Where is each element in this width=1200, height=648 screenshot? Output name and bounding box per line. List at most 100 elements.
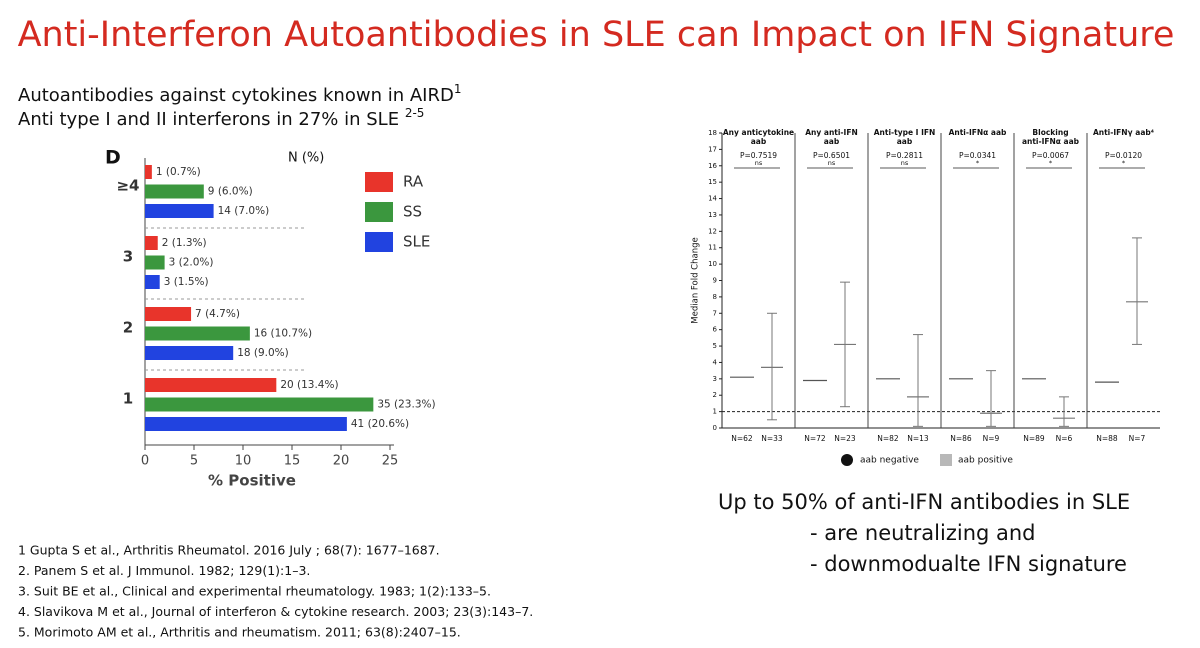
n-label: N=82 — [877, 434, 899, 443]
value-label: 16 (10.7%) — [254, 328, 312, 340]
conclusion-line: - downmodualte IFN signature — [810, 552, 1127, 576]
bar — [145, 417, 347, 431]
value-label: 3 (2.0%) — [169, 257, 214, 269]
y-tick-label: 3 — [713, 375, 717, 383]
group-label: Anti-type I IFN — [874, 128, 936, 137]
value-label: 14 (7.0%) — [218, 205, 270, 217]
x-tick-label: 5 — [190, 454, 198, 469]
slide-title: Anti-Interferon Autoantibodies in SLE ca… — [18, 15, 1175, 55]
y-tick-label: 4 — [713, 358, 718, 366]
bar — [145, 165, 152, 179]
p-value: P=0.7519 — [740, 151, 777, 160]
y-axis-label: Median Fold Change — [691, 237, 701, 323]
value-label: 1 (0.7%) — [156, 166, 201, 178]
bullet-text: Anti type I and II interferons in 27% in… — [18, 109, 405, 130]
p-value: P=0.0120 — [1105, 151, 1142, 160]
group-label: aab — [751, 137, 767, 146]
y-tick-label: 8 — [713, 293, 717, 301]
x-tick-label: 20 — [333, 454, 350, 469]
value-label: 7 (4.7%) — [195, 308, 240, 320]
significance: ns — [901, 159, 909, 167]
conclusion-line: - are neutralizing and — [810, 521, 1036, 545]
group-label: Any anti-IFN — [805, 128, 858, 137]
y-tick-label: 14 — [708, 195, 717, 203]
n-label: N=88 — [1096, 434, 1118, 443]
y-tick-label: 13 — [708, 211, 717, 219]
n-label: N=6 — [1056, 434, 1073, 443]
legend-label: aab negative — [860, 456, 919, 466]
y-tick-label: 17 — [708, 145, 717, 153]
value-label: 3 (1.5%) — [164, 276, 209, 288]
n-label: N=9 — [983, 434, 1000, 443]
legend-label: aab positive — [958, 456, 1013, 466]
group-label: Any anticytokine — [723, 128, 794, 137]
legend-label: RA — [403, 173, 424, 191]
value-label: 20 (13.4%) — [280, 379, 338, 391]
n-label: N=7 — [1129, 434, 1146, 443]
n-label: N=89 — [1023, 434, 1045, 443]
value-label: 2 (1.3%) — [162, 237, 207, 249]
conclusion-line: Up to 50% of anti-IFN antibodies in SLE — [718, 490, 1130, 514]
bullet-sup: 1 — [454, 82, 462, 96]
bar — [145, 236, 158, 250]
y-tick-label: 1 — [713, 408, 717, 416]
y-tick-label: 16 — [708, 162, 717, 170]
value-label: 18 (9.0%) — [237, 347, 289, 359]
category-label: ≥4 — [116, 177, 139, 195]
x-axis-label: % Positive — [208, 472, 296, 490]
chart-label: D — [105, 147, 121, 169]
p-value: P=0.2811 — [886, 151, 923, 160]
y-tick-label: 9 — [713, 277, 717, 285]
bar — [145, 346, 234, 360]
legend-marker — [841, 454, 853, 466]
y-tick-label: 0 — [713, 424, 717, 432]
y-tick-label: 5 — [713, 342, 717, 350]
y-tick-label: 11 — [708, 244, 717, 252]
bar — [145, 326, 250, 341]
significance: * — [976, 159, 980, 167]
bar — [145, 275, 160, 289]
y-tick-label: 18 — [708, 129, 717, 137]
n-label: N=13 — [907, 434, 929, 443]
p-value: P=0.6501 — [813, 151, 850, 160]
reference: 4. Slavikova M et al., Journal of interf… — [18, 604, 533, 619]
reference: 3. Suit BE et al., Clinical and experime… — [18, 584, 491, 599]
bullet-text: Autoantibodies against cytokines known i… — [18, 85, 454, 106]
legend-title: N (%) — [288, 151, 324, 166]
value-label: 35 (23.3%) — [377, 399, 435, 411]
legend-swatch — [365, 172, 393, 192]
bar — [145, 378, 277, 392]
bullet: Anti type I and II interferons in 27% in… — [18, 106, 424, 131]
group-label: anti-IFNα aab — [1022, 137, 1080, 146]
value-label: 9 (6.0%) — [208, 186, 253, 198]
bar — [145, 184, 204, 199]
y-tick-label: 15 — [708, 178, 717, 186]
legend-marker — [940, 454, 952, 466]
significance: ns — [828, 159, 836, 167]
n-label: N=72 — [804, 434, 826, 443]
significance: ns — [755, 159, 763, 167]
y-tick-label: 12 — [708, 227, 717, 235]
category-label: 1 — [123, 390, 133, 408]
value-label: 41 (20.6%) — [351, 418, 409, 430]
legend-label: SLE — [403, 233, 430, 251]
y-tick-label: 7 — [713, 309, 717, 317]
x-tick-label: 25 — [382, 454, 399, 469]
bar — [145, 397, 374, 412]
legend-swatch — [365, 232, 393, 252]
n-label: N=33 — [761, 434, 783, 443]
bullet: Autoantibodies against cytokines known i… — [18, 82, 461, 107]
p-value: P=0.0341 — [959, 151, 996, 160]
bar — [145, 307, 192, 321]
group-label: aab — [897, 137, 913, 146]
reference: 5. Morimoto AM et al., Arthritis and rhe… — [18, 625, 461, 640]
n-label: N=86 — [950, 434, 972, 443]
n-label: N=23 — [834, 434, 856, 443]
p-value: P=0.0067 — [1032, 151, 1069, 160]
legend-label: SS — [403, 203, 422, 221]
reference: 2. Panem S et al. J Immunol. 1982; 129(1… — [18, 563, 310, 578]
significance: * — [1049, 159, 1053, 167]
reference: 1 Gupta S et al., Arthritis Rheumatol. 2… — [18, 543, 440, 558]
category-label: 3 — [123, 248, 133, 266]
